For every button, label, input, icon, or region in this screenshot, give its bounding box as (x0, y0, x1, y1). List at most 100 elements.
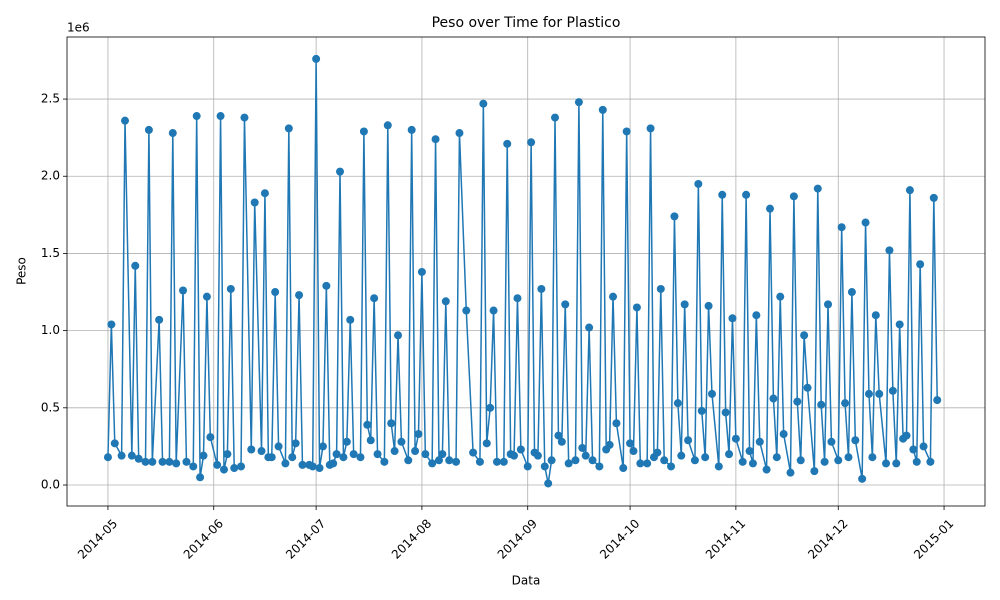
data-point (482, 439, 491, 448)
data-point (776, 292, 785, 301)
data-point (417, 267, 426, 276)
data-point (684, 436, 693, 445)
data-point (919, 442, 928, 451)
data-point (864, 389, 873, 398)
data-point (336, 167, 345, 176)
data-point (271, 288, 280, 297)
data-point (673, 399, 682, 408)
data-point (216, 112, 225, 121)
data-point (434, 456, 443, 465)
data-point (312, 54, 321, 63)
data-point (697, 406, 706, 415)
data-point (219, 465, 228, 474)
data-point (817, 400, 826, 409)
data-point (646, 124, 655, 133)
data-point (250, 198, 259, 207)
data-point (632, 303, 641, 312)
data-point (926, 457, 935, 466)
data-point (274, 442, 283, 451)
data-point (653, 448, 662, 457)
data-point (871, 311, 880, 320)
data-point (766, 204, 775, 213)
data-point (605, 440, 614, 449)
data-point (714, 462, 723, 471)
data-point (383, 121, 392, 130)
data-point (834, 456, 843, 465)
data-point (199, 451, 208, 460)
data-point (803, 383, 812, 392)
data-point (322, 281, 331, 290)
data-point (598, 105, 607, 114)
data-point (421, 450, 430, 459)
data-point (755, 437, 764, 446)
data-point (489, 306, 498, 315)
data-point (844, 453, 853, 462)
data-point (513, 294, 522, 303)
data-point (745, 447, 754, 456)
data-point (397, 437, 406, 446)
y-tick-label: 0.5 (41, 400, 60, 414)
data-point (363, 420, 372, 429)
data-point (609, 292, 618, 301)
data-point (110, 439, 119, 448)
data-point (380, 457, 389, 466)
data-point (704, 301, 713, 310)
data-point (660, 456, 669, 465)
y-tick-label: 0.0 (41, 478, 60, 492)
data-point (595, 462, 604, 471)
data-point (441, 297, 450, 306)
data-point (738, 457, 747, 466)
data-point (721, 408, 730, 417)
data-point (718, 190, 727, 199)
data-point (581, 451, 590, 460)
data-point (127, 451, 136, 460)
data-point (810, 467, 819, 476)
data-point (588, 456, 597, 465)
data-point (547, 456, 556, 465)
data-point (578, 443, 587, 452)
data-point (909, 445, 918, 454)
y-tick-label: 1.5 (41, 246, 60, 260)
data-point (240, 113, 249, 122)
data-point (452, 457, 461, 466)
data-point (933, 396, 942, 405)
data-point (902, 431, 911, 440)
data-point (394, 331, 403, 340)
data-point (742, 190, 751, 199)
data-point (858, 474, 867, 483)
data-point (230, 464, 239, 473)
data-point (267, 453, 276, 462)
data-point (827, 437, 836, 446)
data-point (851, 436, 860, 445)
data-point (213, 460, 222, 469)
data-point (387, 419, 396, 428)
plot-frame (66, 36, 986, 507)
data-point (503, 139, 512, 148)
data-point (612, 419, 621, 428)
data-point (626, 439, 635, 448)
y-tick-label: 2.0 (41, 169, 60, 183)
data-point (731, 434, 740, 443)
data-point (390, 447, 399, 456)
data-point (916, 260, 925, 269)
data-point (404, 456, 413, 465)
data-point (469, 448, 478, 457)
data-point (438, 450, 447, 459)
data-point (295, 291, 304, 300)
data-point (202, 292, 211, 301)
data-point (103, 453, 112, 462)
data-point (622, 127, 631, 136)
data-point (789, 192, 798, 201)
data-point (694, 179, 703, 188)
data-point (431, 135, 440, 144)
data-point (571, 456, 580, 465)
data-point (131, 261, 140, 270)
data-point (561, 300, 570, 309)
data-point (329, 459, 338, 468)
y-offset-label: 1e6 (67, 21, 90, 35)
data-point (554, 431, 563, 440)
data-point (486, 403, 495, 412)
data-point (656, 284, 665, 293)
data-point (551, 113, 560, 122)
